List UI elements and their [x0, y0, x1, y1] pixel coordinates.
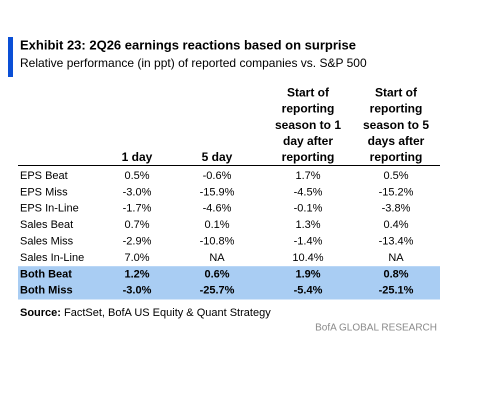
- column-header: Start of: [287, 85, 330, 99]
- column-header: reporting: [282, 150, 335, 164]
- cell: 0.5%: [383, 170, 408, 182]
- cell: -0.1%: [294, 203, 323, 215]
- cell: 1.9%: [295, 268, 320, 280]
- cell: -3.0%: [123, 186, 152, 198]
- cell: 0.6%: [204, 268, 229, 280]
- subtitle: Relative performance (in ppt) of reporte…: [20, 56, 367, 70]
- cell: -1.4%: [294, 236, 323, 248]
- row-label: Sales Beat: [20, 219, 73, 231]
- title: Exhibit 23: 2Q26 earnings reactions base…: [20, 37, 356, 52]
- source-label: Source:: [20, 307, 61, 319]
- cell: -1.7%: [123, 203, 152, 215]
- source-text: FactSet, BofA US Equity & Quant Strategy: [64, 307, 271, 319]
- row-label: EPS In-Line: [20, 203, 79, 215]
- row-highlight: [18, 266, 440, 284]
- cell: 0.4%: [383, 219, 408, 231]
- cell: -5.4%: [294, 285, 323, 297]
- cell: NA: [209, 252, 225, 264]
- footer: BofA GLOBAL RESEARCH: [315, 323, 437, 334]
- cell: 10.4%: [292, 252, 323, 264]
- cell: -25.1%: [379, 285, 414, 297]
- cell: -4.5%: [294, 186, 323, 198]
- row-label: EPS Beat: [20, 170, 68, 182]
- row-label: Sales In-Line: [20, 252, 84, 264]
- column-header: reporting: [282, 102, 335, 116]
- accent-bar: [8, 37, 13, 77]
- cell: -0.6%: [203, 170, 232, 182]
- cell: -2.9%: [123, 236, 152, 248]
- cell: 0.1%: [204, 219, 229, 231]
- row-label: EPS Miss: [20, 186, 68, 198]
- cell: -13.4%: [379, 236, 414, 248]
- cell: 1.3%: [295, 219, 320, 231]
- column-header: Start of: [375, 85, 418, 99]
- cell: 0.7%: [124, 219, 149, 231]
- column-header: reporting: [370, 150, 423, 164]
- row-highlight: [18, 282, 440, 300]
- column-header: 1 day: [122, 150, 153, 164]
- cell: 1.7%: [295, 170, 320, 182]
- cell: -15.2%: [379, 186, 414, 198]
- column-header: 5 day: [202, 150, 233, 164]
- cell: -3.8%: [382, 203, 411, 215]
- cell: -3.0%: [123, 285, 152, 297]
- cell: 0.5%: [124, 170, 149, 182]
- column-header: season to 1: [275, 118, 341, 132]
- source: Source: FactSet, BofA US Equity & Quant …: [20, 307, 271, 319]
- cell: -4.6%: [203, 203, 232, 215]
- row-label: Sales Miss: [20, 236, 74, 248]
- column-header: season to 5: [363, 118, 429, 132]
- cell: -10.8%: [200, 236, 235, 248]
- row-label: Both Beat: [20, 268, 72, 280]
- cell: -25.7%: [200, 285, 235, 297]
- cell: -15.9%: [200, 186, 235, 198]
- cell: NA: [388, 252, 404, 264]
- cell: 7.0%: [124, 252, 149, 264]
- column-header: day after: [283, 134, 333, 148]
- column-header: reporting: [370, 102, 423, 116]
- row-label: Both Miss: [20, 285, 73, 297]
- cell: 1.2%: [124, 268, 149, 280]
- column-header: days after: [368, 134, 425, 148]
- cell: 0.8%: [383, 268, 408, 280]
